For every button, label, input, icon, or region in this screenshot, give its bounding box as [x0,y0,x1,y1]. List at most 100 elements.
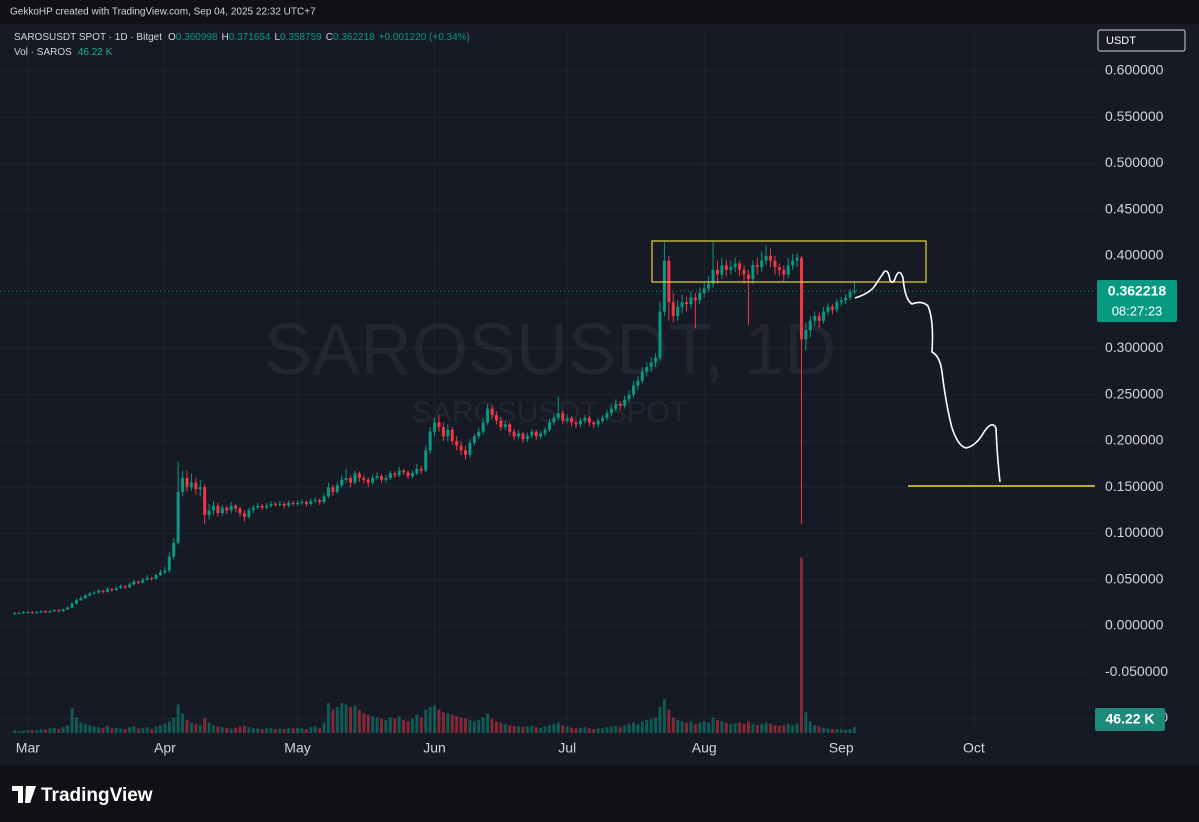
volume-layer [13,557,857,733]
volume-bar [322,722,326,733]
currency-button[interactable] [1097,29,1186,52]
candle-body [145,577,149,580]
candle-body [397,470,401,476]
volume-bar [415,714,419,733]
candle-body [671,302,675,317]
volume-bar [419,717,423,733]
candle-body [813,316,817,321]
candle-body [742,269,746,275]
volume-bar [547,725,551,733]
volume-bar [738,722,742,733]
volume-bar [658,707,662,733]
candle-body [534,431,538,437]
volume-bar [685,722,689,733]
volume-bar [198,725,202,733]
candle-body [839,300,843,303]
header-text: GekkoHP created with TradingView.com, Se… [10,7,316,18]
candle-body [326,487,330,497]
candle-body [123,586,127,588]
volume-bar [795,723,799,733]
volume-bar [242,725,246,733]
volume-bar [119,728,123,733]
candle-body [35,612,39,614]
volume-bar [57,729,61,733]
volume-bar [410,718,414,733]
last-price-box [1097,279,1177,322]
candle-body [282,503,286,506]
y-tick-label: 0.100000 [1105,524,1164,540]
candle-body [44,611,48,613]
volume-bar [521,727,525,733]
candle-body [481,422,485,432]
brand-name: TradingView [41,785,153,806]
volume-bar [309,727,313,733]
candle-body [853,290,857,293]
legend: SAROSUSDT SPOT · 1D · Bitget O0.360998 H0.… [14,32,470,43]
volume-bar [269,727,273,733]
volume-bar [189,722,193,733]
volume-bar [503,723,507,733]
candle-body [13,613,17,615]
candle-body [459,445,463,451]
volume-bar [764,722,768,733]
candle-body [631,385,635,395]
volume-bar [468,720,472,733]
candle-body [826,306,830,312]
candle-body [410,473,414,477]
currency-label: USDT [1106,35,1136,47]
candle-layer [0,242,1095,615]
ohlc-value: 0.360998 [176,32,218,43]
candle-body [92,592,96,594]
y-tick-label: 0.550000 [1105,108,1164,124]
volume-bar [830,729,834,733]
candle-body [640,371,644,381]
volume-bar [671,717,675,733]
candle-body [799,257,803,340]
volume-bar [835,729,839,733]
y-tick-label: 0.200000 [1105,432,1164,448]
candle-body [543,429,547,434]
candle-body [503,424,507,428]
candle-body [357,473,361,478]
header-bar [0,0,1199,24]
candle-body [163,570,167,573]
candle-body [724,265,728,270]
ohlc-key: C [326,32,333,43]
volume-bar [720,721,724,733]
candle-body [79,598,83,601]
candle-body [419,468,423,471]
candle-body [592,422,596,425]
candle-body [114,588,118,590]
volume-bar [260,729,264,733]
candle-body [318,500,322,503]
candle-body [654,357,658,363]
candle-body [662,260,666,312]
volume-bar [278,728,282,733]
candle-body [198,487,202,490]
candle-body [66,607,70,610]
candle-body [680,302,684,307]
candle-body [21,612,25,614]
candle-body [539,433,543,437]
volume-bar [17,731,21,733]
volume-bar [698,722,702,733]
volume-bar [799,557,803,733]
volume-bar [291,728,295,733]
volume-bar [786,723,790,733]
volume-bar [123,729,127,733]
volume-bar [839,729,843,733]
volume-bar [101,727,105,733]
volume-bar [605,727,609,733]
volume-bar [530,725,534,733]
candle-body [463,450,467,455]
candle-body [48,611,52,613]
volume-bar [92,726,96,733]
volume-bar [782,725,786,733]
candle-body [265,505,269,508]
volume-bar [424,709,428,733]
volume-bar [808,721,812,733]
candle-body [844,297,848,301]
candle-body [574,422,578,425]
candle-body [57,610,61,612]
volume-bar [760,723,764,733]
